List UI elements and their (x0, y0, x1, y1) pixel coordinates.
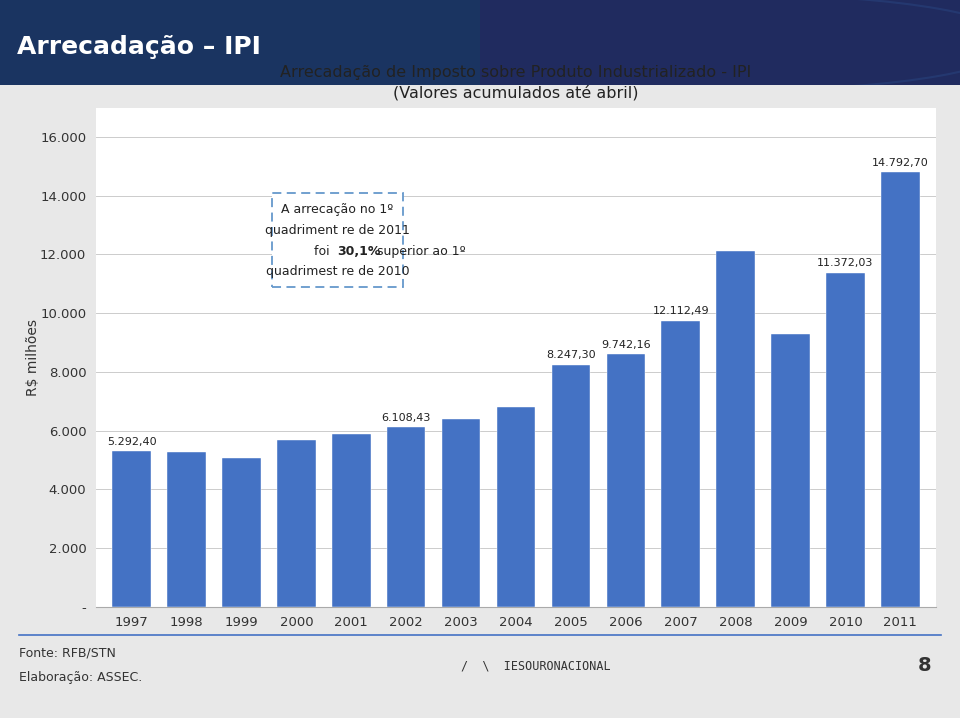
Text: A arrecação no 1º: A arrecação no 1º (281, 203, 394, 216)
Text: quadriment re de 2011: quadriment re de 2011 (265, 224, 410, 237)
Bar (661, 321, 700, 607)
Text: superior ao 1º: superior ao 1º (376, 245, 466, 258)
Y-axis label: R$ milhões: R$ milhões (26, 319, 40, 396)
Text: 30,1%: 30,1% (338, 245, 381, 258)
Bar (112, 452, 151, 607)
Text: /  \  IESOURONACIONAL: / \ IESOURONACIONAL (461, 660, 611, 673)
Bar (771, 334, 809, 607)
Bar (827, 273, 865, 607)
Text: quadrimest re de 2010: quadrimest re de 2010 (266, 265, 409, 279)
Text: 12.112,49: 12.112,49 (653, 306, 709, 316)
Bar (442, 419, 480, 607)
Text: foi: foi (314, 245, 338, 258)
Bar (881, 172, 920, 607)
Bar (496, 407, 536, 607)
Text: Arrecadação de Imposto sobre Produto Industrializado - IPI: Arrecadação de Imposto sobre Produto Ind… (280, 65, 752, 80)
Text: Arrecadação – IPI: Arrecadação – IPI (17, 34, 261, 59)
Bar (552, 365, 590, 607)
Bar (332, 434, 371, 607)
Bar (387, 427, 425, 607)
Bar (716, 251, 755, 607)
Text: 8: 8 (918, 656, 931, 676)
Bar (167, 452, 205, 607)
Text: Elaboração: ASSEC.: Elaboração: ASSEC. (19, 671, 142, 684)
Text: 5.292,40: 5.292,40 (107, 437, 156, 447)
Bar (607, 354, 645, 607)
Text: 8.247,30: 8.247,30 (546, 350, 596, 360)
Bar (223, 459, 261, 607)
Text: 6.108,43: 6.108,43 (381, 413, 431, 423)
Text: (Valores acumulados até abril): (Valores acumulados até abril) (394, 85, 638, 101)
FancyBboxPatch shape (272, 193, 403, 286)
Text: Fonte: RFB/STN: Fonte: RFB/STN (19, 647, 116, 660)
Text: 11.372,03: 11.372,03 (817, 258, 874, 269)
Text: 9.742,16: 9.742,16 (601, 340, 651, 350)
Bar (480, 0, 960, 85)
Bar (277, 440, 316, 607)
Text: 14.792,70: 14.792,70 (872, 158, 928, 168)
